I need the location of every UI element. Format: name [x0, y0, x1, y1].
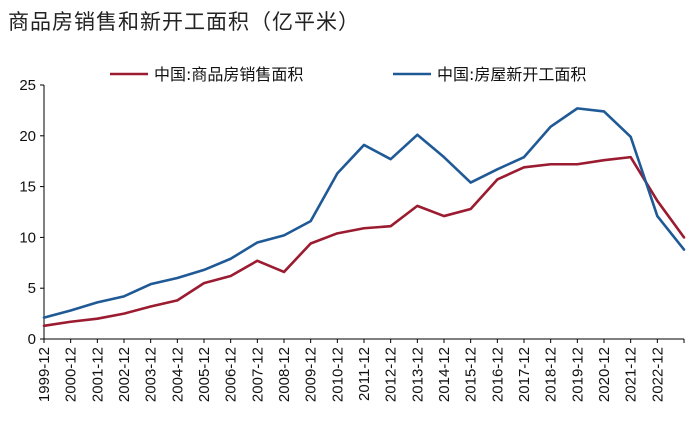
- x-tick-label: 2013-12: [409, 347, 426, 402]
- x-tick-label: 2005-12: [196, 347, 213, 402]
- x-tick-label: 2014-12: [436, 347, 453, 402]
- series-line-1: [42, 155, 686, 328]
- x-tick-label: 2011-12: [356, 347, 373, 401]
- legend-label-2: 中国:房屋新开工面积: [437, 65, 586, 84]
- x-tick-label: 2021-12: [623, 347, 640, 402]
- x-tick-label: 2001-12: [89, 347, 106, 402]
- chart-title: 商品房销售和新开工面积（亿平米）: [8, 10, 360, 34]
- x-tick-label: 2019-12: [569, 347, 586, 402]
- y-tick-label: 15: [19, 179, 36, 196]
- y-tick-label: 25: [19, 77, 36, 94]
- y-tick-label: 5: [28, 280, 36, 297]
- x-tick-label: 2015-12: [463, 347, 480, 402]
- x-tick-label: 2006-12: [223, 347, 240, 402]
- x-tick-label: 2017-12: [516, 347, 533, 402]
- x-tick-label: 2000-12: [63, 347, 80, 402]
- y-tick-label: 0: [28, 331, 36, 348]
- axes: 0 5 10 15 20 25 1999-12 2000-12 2001-12 2002-12 20…: [19, 77, 685, 402]
- y-tick-label: 20: [19, 128, 36, 145]
- x-tick-label: 1999-12: [36, 347, 53, 402]
- legend-label-1: 中国:商品房销售面积: [154, 65, 303, 84]
- x-tick-label: 2008-12: [276, 347, 293, 402]
- x-tick-label: 2002-12: [116, 347, 133, 402]
- x-tick-label: 2007-12: [249, 347, 266, 402]
- x-tick-label: 2018-12: [543, 347, 560, 402]
- series-group: [42, 107, 686, 328]
- x-tick-label: 2004-12: [169, 347, 186, 402]
- x-tick-label: 2022-12: [649, 347, 666, 402]
- x-tick-label: 2020-12: [596, 347, 613, 402]
- x-tick-label: 2012-12: [383, 347, 400, 402]
- x-tick-label: 2010-12: [329, 347, 346, 402]
- x-tick-label: 2003-12: [143, 347, 160, 402]
- series-line-2: [42, 107, 686, 319]
- legend: 中国:商品房销售面积 中国:房屋新开工面积: [110, 65, 586, 84]
- x-tick-label: 2009-12: [303, 347, 320, 402]
- y-tick-label: 10: [19, 229, 36, 246]
- x-tick-label: 2016-12: [489, 347, 506, 402]
